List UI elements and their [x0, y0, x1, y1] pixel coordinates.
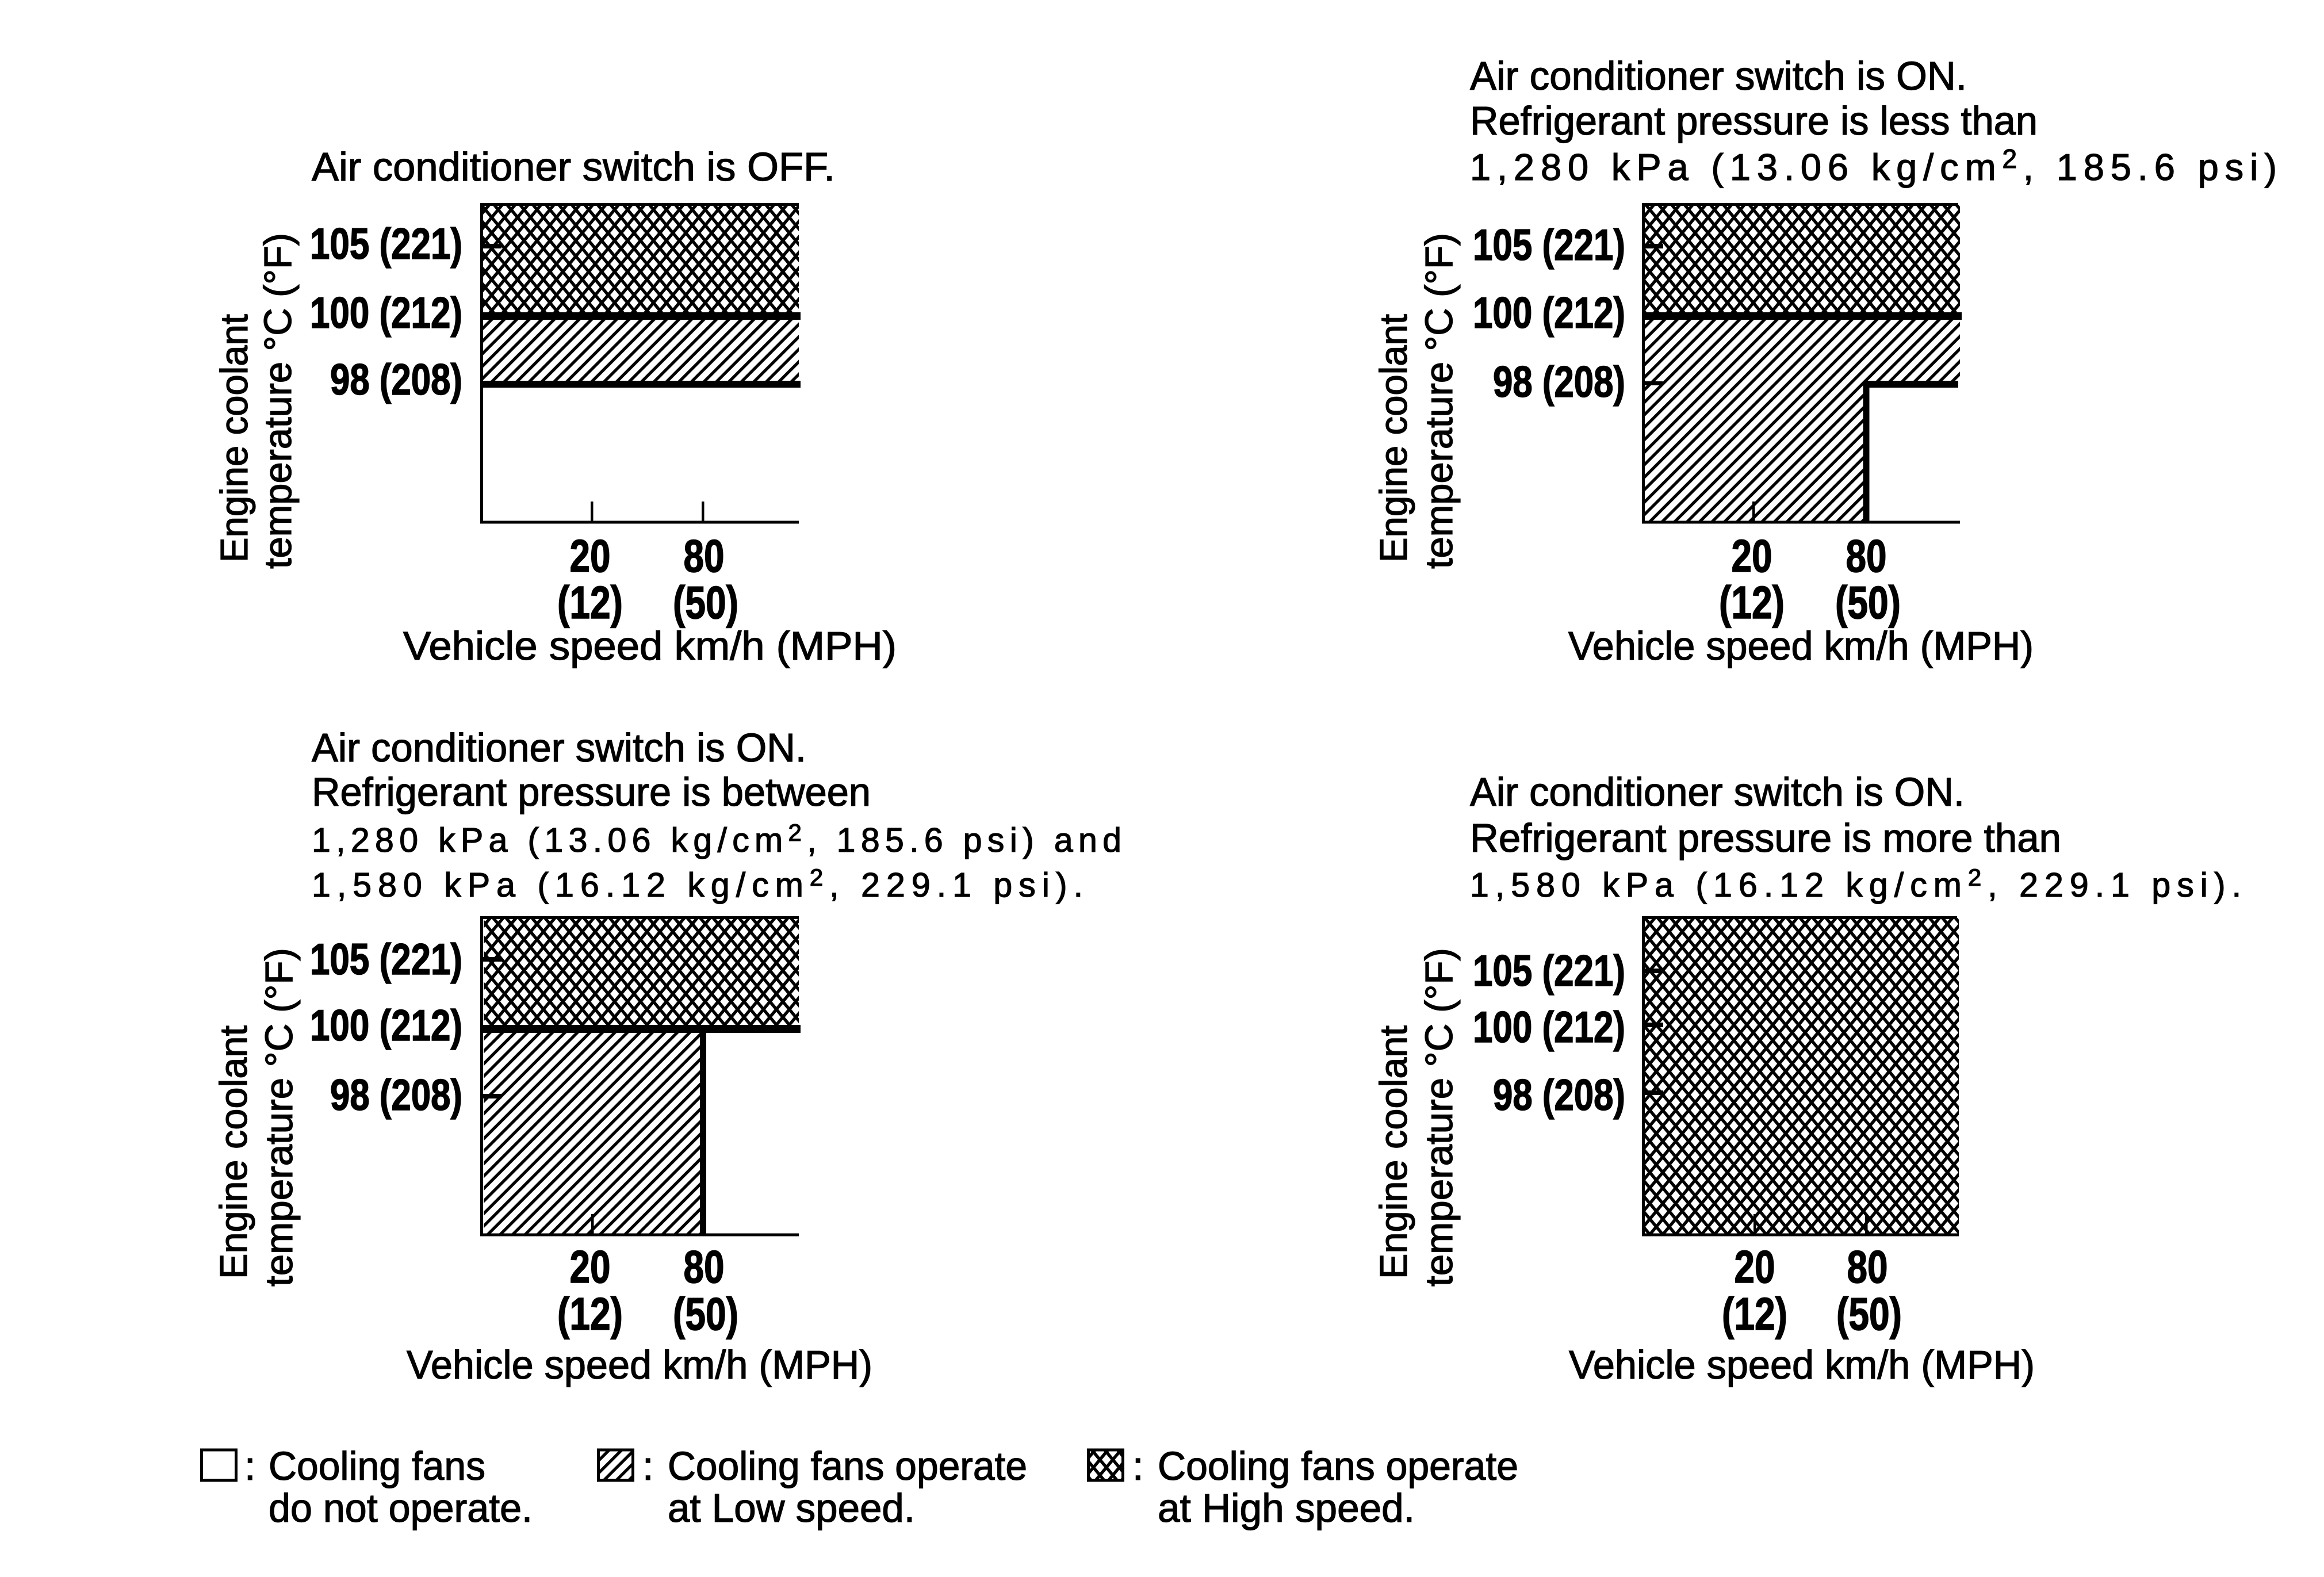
- svg-text:Vehicle speed km/h (MPH): Vehicle speed km/h (MPH): [407, 1342, 872, 1387]
- svg-text:(50): (50): [673, 1288, 738, 1339]
- svg-text:Air conditioner switch is ON.: Air conditioner switch is ON.: [312, 725, 806, 770]
- svg-text:105 (221): 105 (221): [310, 935, 462, 984]
- svg-text:Vehicle speed km/h (MPH): Vehicle speed km/h (MPH): [403, 623, 897, 668]
- svg-text:1,580 kPa (16.12 kg/cm2, 229.1: 1,580 kPa (16.12 kg/cm 2, 229.1 psi).: [1470, 864, 2241, 904]
- svg-text:Cooling fans: Cooling fans: [269, 1444, 485, 1488]
- svg-text:1,280 kPa (13.06 kg/cm2, 185.6: 1,280 kPa (13.06 kg/cm 2, 185.6 psi) and: [312, 819, 1121, 859]
- svg-text:Engine coolant: Engine coolant: [1372, 1025, 1415, 1279]
- svg-text::: :: [642, 1444, 653, 1488]
- svg-text:(50): (50): [1835, 577, 1901, 628]
- svg-text::: :: [244, 1444, 255, 1488]
- svg-text:(50): (50): [673, 577, 738, 628]
- svg-text:98 (208): 98 (208): [1493, 358, 1625, 407]
- svg-text:98 (208): 98 (208): [330, 1071, 462, 1120]
- svg-text:Refrigerant pressure is more t: Refrigerant pressure is more than: [1470, 816, 2061, 860]
- svg-text:20: 20: [570, 1241, 611, 1292]
- svg-text:1,580 kPa (16.12 kg/cm2, 229.1: 1,580 kPa (16.12 kg/cm 2, 229.1 psi).: [312, 864, 1083, 904]
- svg-text:Cooling fans operate: Cooling fans operate: [668, 1444, 1027, 1488]
- svg-text:105 (221): 105 (221): [310, 220, 462, 269]
- svg-text:Air conditioner switch is ON.: Air conditioner switch is ON.: [1470, 53, 1967, 98]
- svg-text:Refrigerant pressure is betwee: Refrigerant pressure is between: [312, 770, 871, 814]
- svg-text:temperature °C (°F): temperature °C (°F): [256, 233, 300, 569]
- svg-text:Engine coolant: Engine coolant: [1372, 314, 1415, 562]
- svg-text:98 (208): 98 (208): [1493, 1071, 1625, 1120]
- svg-text:100 (212): 100 (212): [1473, 289, 1625, 338]
- svg-text:100 (212): 100 (212): [1473, 1003, 1625, 1052]
- svg-text:Engine coolant: Engine coolant: [213, 314, 256, 562]
- svg-text:Air conditioner switch is OFF.: Air conditioner switch is OFF.: [312, 144, 835, 189]
- svg-text:80: 80: [684, 530, 725, 581]
- svg-text:Refrigerant pressure is less t: Refrigerant pressure is less than: [1470, 98, 2038, 143]
- svg-text:105 (221): 105 (221): [1473, 221, 1625, 270]
- svg-text:80: 80: [684, 1241, 725, 1292]
- svg-text:1,280 kPa (13.06 kg/cm2, 185.6: 1,280 kPa (13.06 kg/cm 2, 185.6 psi): [1470, 144, 2277, 188]
- svg-text:(12): (12): [1719, 577, 1785, 628]
- svg-text:Vehicle speed km/h (MPH): Vehicle speed km/h (MPH): [1569, 1342, 2035, 1387]
- svg-text:100 (212): 100 (212): [310, 1001, 462, 1050]
- svg-text:temperature °C (°F): temperature °C (°F): [1418, 233, 1461, 569]
- svg-text:do not operate.: do not operate.: [269, 1486, 533, 1530]
- svg-text:(12): (12): [557, 577, 623, 628]
- svg-text:105 (221): 105 (221): [1473, 947, 1625, 996]
- svg-text:100 (212): 100 (212): [310, 289, 462, 338]
- svg-text:80: 80: [1847, 1241, 1888, 1292]
- svg-text:Engine coolant: Engine coolant: [212, 1025, 255, 1279]
- svg-text:98 (208): 98 (208): [330, 355, 462, 404]
- svg-text::: :: [1132, 1444, 1143, 1488]
- svg-text:(50): (50): [1836, 1288, 1902, 1339]
- svg-text:Air conditioner switch is ON.: Air conditioner switch is ON.: [1470, 770, 1965, 814]
- svg-text:at High speed.: at High speed.: [1158, 1486, 1415, 1530]
- svg-text:Vehicle speed km/h (MPH): Vehicle speed km/h (MPH): [1568, 623, 2034, 668]
- svg-text:(12): (12): [557, 1288, 623, 1339]
- svg-text:20: 20: [1732, 530, 1772, 581]
- svg-text:temperature °C (°F): temperature °C (°F): [1418, 948, 1461, 1287]
- svg-text:20: 20: [570, 530, 611, 581]
- svg-text:Cooling fans operate: Cooling fans operate: [1158, 1444, 1518, 1488]
- svg-text:80: 80: [1846, 530, 1887, 581]
- svg-text:at Low speed.: at Low speed.: [668, 1486, 915, 1530]
- svg-text:20: 20: [1735, 1241, 1775, 1292]
- svg-text:(12): (12): [1722, 1288, 1787, 1339]
- svg-text:temperature °C (°F): temperature °C (°F): [258, 948, 301, 1287]
